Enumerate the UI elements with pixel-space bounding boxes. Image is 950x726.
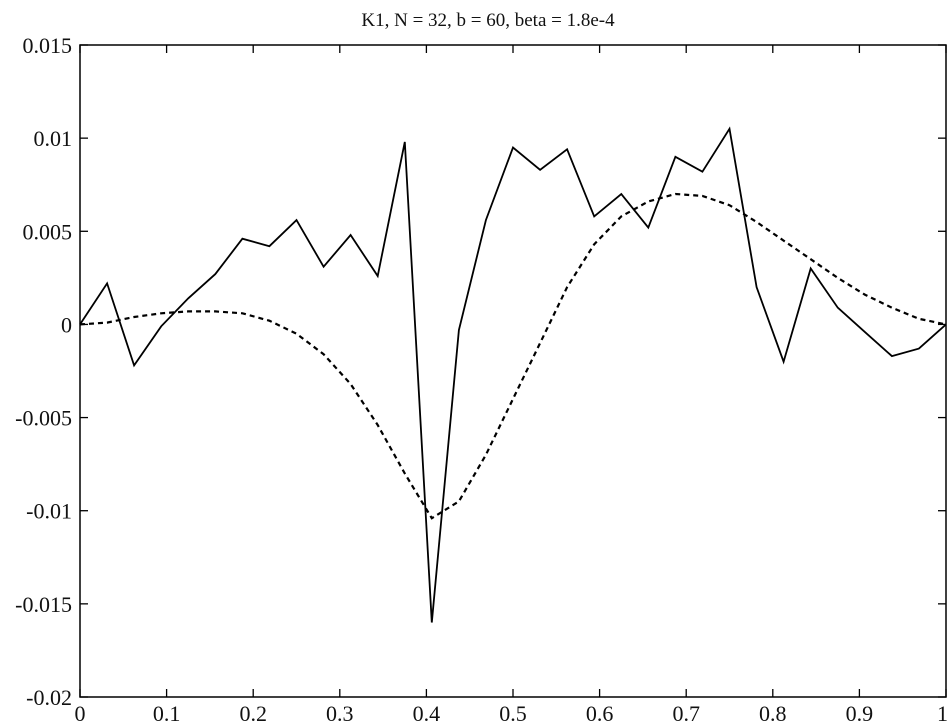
y-tick-label: -0.005 <box>15 406 72 431</box>
y-tick-label: 0 <box>61 312 72 337</box>
x-tick-label: 0.1 <box>153 701 181 726</box>
x-tick-label: 0.2 <box>239 701 267 726</box>
y-tick-label: 0.015 <box>23 33 73 58</box>
plot-area-frame <box>79 44 947 698</box>
y-tick-label: -0.02 <box>26 685 72 710</box>
x-tick-label: 0 <box>75 701 86 726</box>
x-tick-label: 0.8 <box>759 701 787 726</box>
x-tick-label: 0.7 <box>672 701 700 726</box>
series-line-dashed <box>79 192 947 520</box>
x-tick-label: 0.5 <box>499 701 527 726</box>
chart-title: K1, N = 32, b = 60, beta = 1.8e-4 <box>361 10 615 31</box>
x-tick-label: 0.3 <box>326 701 354 726</box>
axis-ticks: 0 0.1 0.2 0.3 0.4 0.5 0.6 0.7 0.8 0.9 1 -0.02 -0.015… <box>15 33 948 726</box>
x-tick-label: 1 <box>937 701 948 726</box>
x-tick-label: 0.9 <box>846 701 874 726</box>
y-tick-label: -0.01 <box>26 499 72 524</box>
series-line-solid <box>79 126 947 623</box>
series-group <box>79 126 947 623</box>
y-tick-label: 0.005 <box>23 219 73 244</box>
y-tick-label: 0.01 <box>34 126 73 151</box>
x-tick-label: 0.6 <box>586 701 614 726</box>
y-tick-label: -0.015 <box>15 592 72 617</box>
x-tick-label: 0.4 <box>413 701 441 726</box>
